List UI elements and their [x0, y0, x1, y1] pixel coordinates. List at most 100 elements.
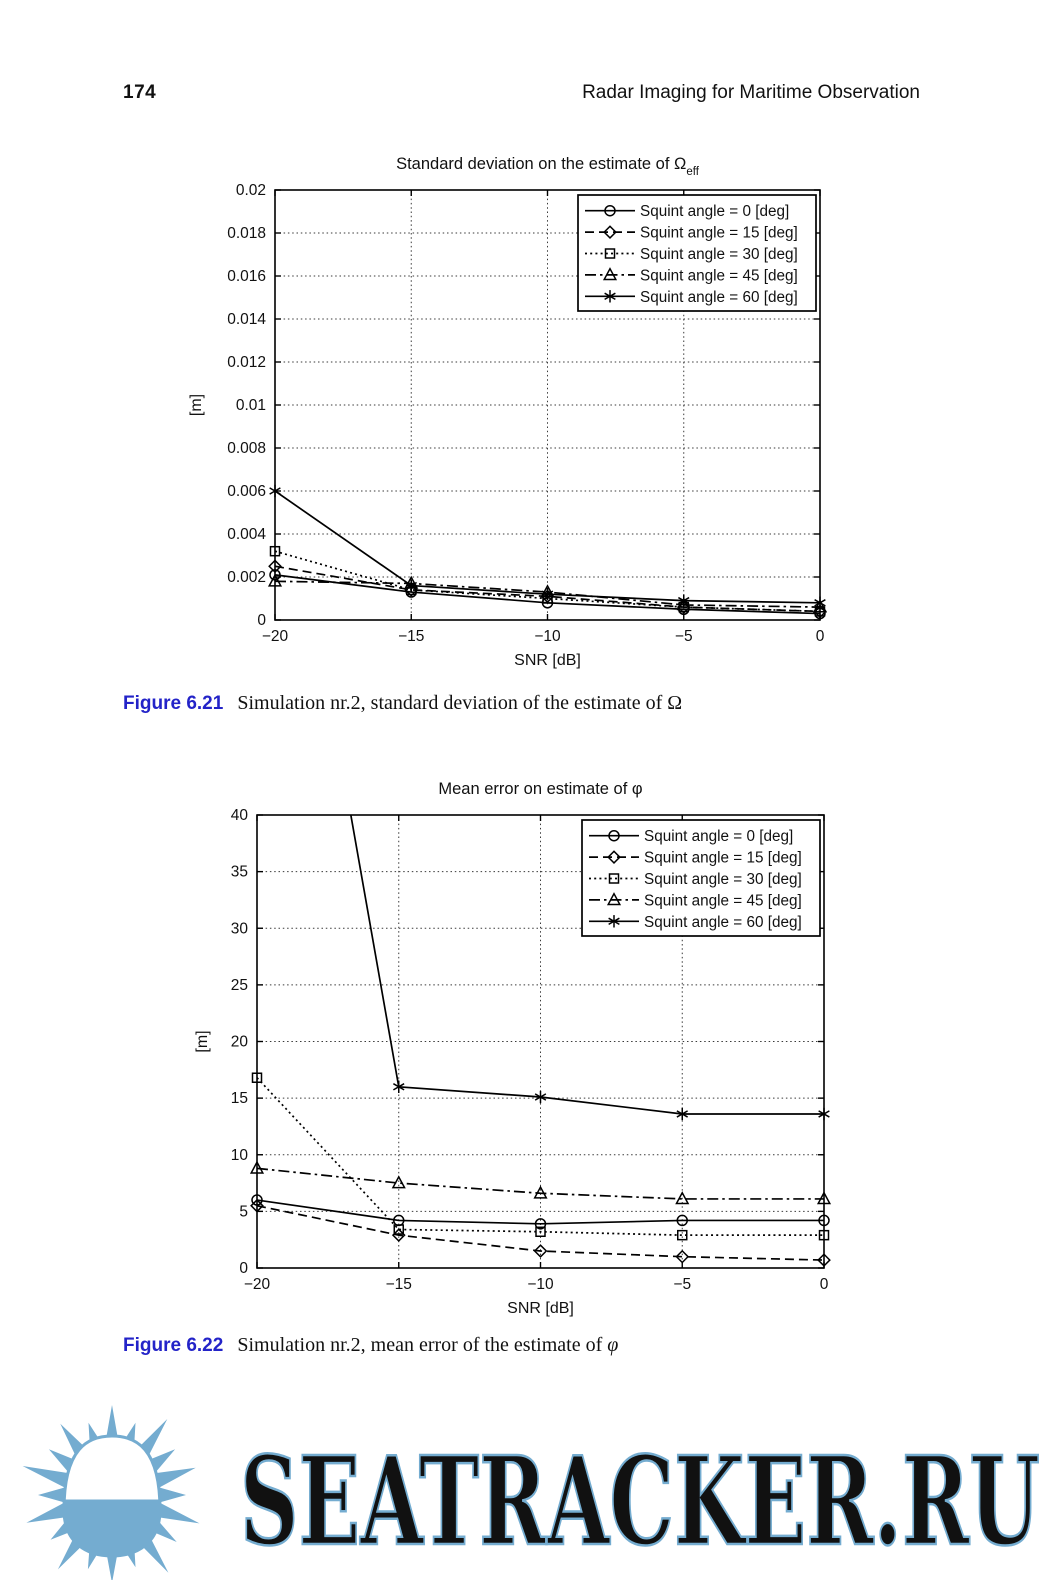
marker-triangle	[675, 1191, 690, 1205]
marker-circle	[608, 829, 620, 842]
marker-triangle	[816, 1191, 832, 1205]
series-line-0	[257, 1199, 824, 1225]
marker-asterisk	[814, 599, 826, 607]
x-tick-label: −15	[398, 628, 424, 645]
x-tick-label: 0	[816, 628, 825, 645]
y-tick-label: 0	[239, 1260, 248, 1277]
y-tick-label: 0.008	[227, 440, 266, 457]
y-tick-label: 0.002	[227, 569, 266, 586]
sun-dome	[62, 1434, 162, 1558]
y-axis-label: [m]	[194, 1030, 211, 1052]
figure-caption: Figure 6.21 Simulation nr.2, standard dev…	[123, 692, 682, 715]
watermark: SEATRACKER.RU	[22, 1405, 1041, 1580]
marker-circle	[251, 1194, 263, 1206]
y-tick-label: 15	[231, 1090, 248, 1107]
legend-label: Squint angle = 45 [deg]	[644, 892, 802, 909]
series-line-1	[257, 1204, 824, 1261]
marker-asterisk	[405, 581, 417, 590]
x-tick-label: −20	[244, 1276, 271, 1293]
marker-square	[608, 873, 620, 884]
marker-circle	[534, 1218, 547, 1230]
y-tick-label: 0.01	[236, 397, 266, 414]
marker-triangle	[249, 1160, 265, 1174]
marker-diamond	[268, 559, 282, 574]
marker-square	[677, 1229, 688, 1241]
y-tick-label: 25	[231, 977, 248, 994]
y-tick-label: 30	[231, 920, 249, 937]
marker-asterisk	[393, 1083, 405, 1091]
marker-triangle	[602, 267, 618, 281]
marker-diamond	[675, 1249, 690, 1264]
figure-caption-text: Simulation nr.2, standard deviation of t…	[237, 692, 663, 714]
legend-label: Squint angle = 60 [deg]	[644, 914, 802, 931]
x-axis-label: SNR [dB]	[514, 652, 581, 669]
marker-asterisk	[676, 1110, 688, 1118]
marker-triangle	[391, 1175, 406, 1189]
std-dev-chart: −20 −15 −10 −5 0 0 0.002 0.004 0.006 0.008 0.01 0.0…	[188, 155, 828, 669]
series-line-2	[275, 550, 820, 613]
legend-label: Squint angle = 15 [deg]	[644, 850, 802, 867]
y-tick-label: 35	[231, 864, 248, 881]
figure-caption: Figure 6.22 Simulation nr.2, mean error o…	[123, 1334, 618, 1357]
x-tick-label: −15	[386, 1276, 412, 1293]
marker-diamond	[391, 1228, 406, 1243]
legend-label: Squint angle = 45 [deg]	[640, 267, 798, 284]
legend-label: Squint angle = 30 [deg]	[640, 246, 798, 263]
page-header: 174 Radar Imaging for Maritime Observati…	[123, 82, 920, 104]
legend-label: Squint angle = 15 [deg]	[640, 225, 798, 242]
series-line-3	[257, 1167, 824, 1200]
marker-circle	[818, 1214, 830, 1227]
chart-title: Standard deviation on the estimate of Ωe…	[396, 155, 700, 178]
y-tick-label: 0.018	[227, 225, 266, 242]
marker-square	[393, 1224, 404, 1235]
marker-triangle	[606, 892, 622, 906]
marker-circle	[269, 569, 281, 581]
figure-label: Figure 6.21	[123, 693, 224, 714]
x-tick-label: −10	[527, 1276, 554, 1293]
marker-square	[604, 248, 616, 259]
marker-asterisk	[818, 1110, 830, 1118]
x-tick-label: −5	[675, 628, 693, 645]
marker-diamond	[817, 1253, 831, 1267]
marker-circle	[676, 1214, 688, 1227]
marker-triangle	[533, 1185, 548, 1199]
x-tick-label: 0	[820, 1276, 829, 1293]
y-tick-label: 0.004	[227, 526, 266, 543]
marker-diamond	[533, 1244, 548, 1258]
running-title: Radar Imaging for Maritime Observation	[582, 82, 920, 103]
marker-square	[269, 545, 281, 557]
x-tick-label: −5	[673, 1276, 691, 1293]
marker-triangle	[812, 599, 828, 613]
y-tick-label: 0.02	[236, 182, 266, 199]
chart-title: Mean error on estimate of φ	[438, 780, 642, 798]
y-tick-label: 10	[231, 1147, 249, 1164]
x-tick-label: −10	[534, 628, 561, 645]
legend-label: Squint angle = 0 [deg]	[640, 203, 789, 220]
marker-triangle	[267, 573, 283, 587]
watermark-text: SEATRACKER.RU	[240, 1429, 1040, 1573]
marker-asterisk	[541, 590, 554, 598]
marker-diamond	[250, 1198, 264, 1213]
y-tick-label: 0.012	[227, 354, 266, 371]
marker-square	[251, 1072, 263, 1083]
y-tick-label: 0	[257, 612, 266, 629]
legend-label: Squint angle = 0 [deg]	[644, 828, 793, 845]
marker-diamond	[607, 850, 621, 864]
marker-asterisk	[678, 596, 690, 605]
legend-label: Squint angle = 60 [deg]	[640, 289, 798, 306]
marker-square	[818, 1229, 830, 1241]
figure-caption-text: Simulation nr.2, mean error of the estim…	[237, 1334, 603, 1356]
y-axis-label: [m]	[188, 394, 205, 416]
figure-label: Figure 6.22	[123, 1335, 224, 1356]
marker-square	[535, 1226, 546, 1238]
page-number: 174	[123, 82, 157, 103]
x-axis-label: SNR [dB]	[507, 1300, 574, 1317]
figure-caption-symbol: φ	[607, 1334, 619, 1356]
legend-label: Squint angle = 30 [deg]	[644, 871, 802, 888]
y-tick-label: 40	[231, 807, 249, 824]
marker-asterisk	[534, 1093, 547, 1101]
marker-asterisk	[604, 292, 616, 301]
mean-error-chart: −20 −15 −10 −5 0 0 5 10 15 20 25 30 35 40 SNR [dB] [m] M…	[194, 780, 832, 1317]
marker-asterisk	[269, 487, 281, 495]
